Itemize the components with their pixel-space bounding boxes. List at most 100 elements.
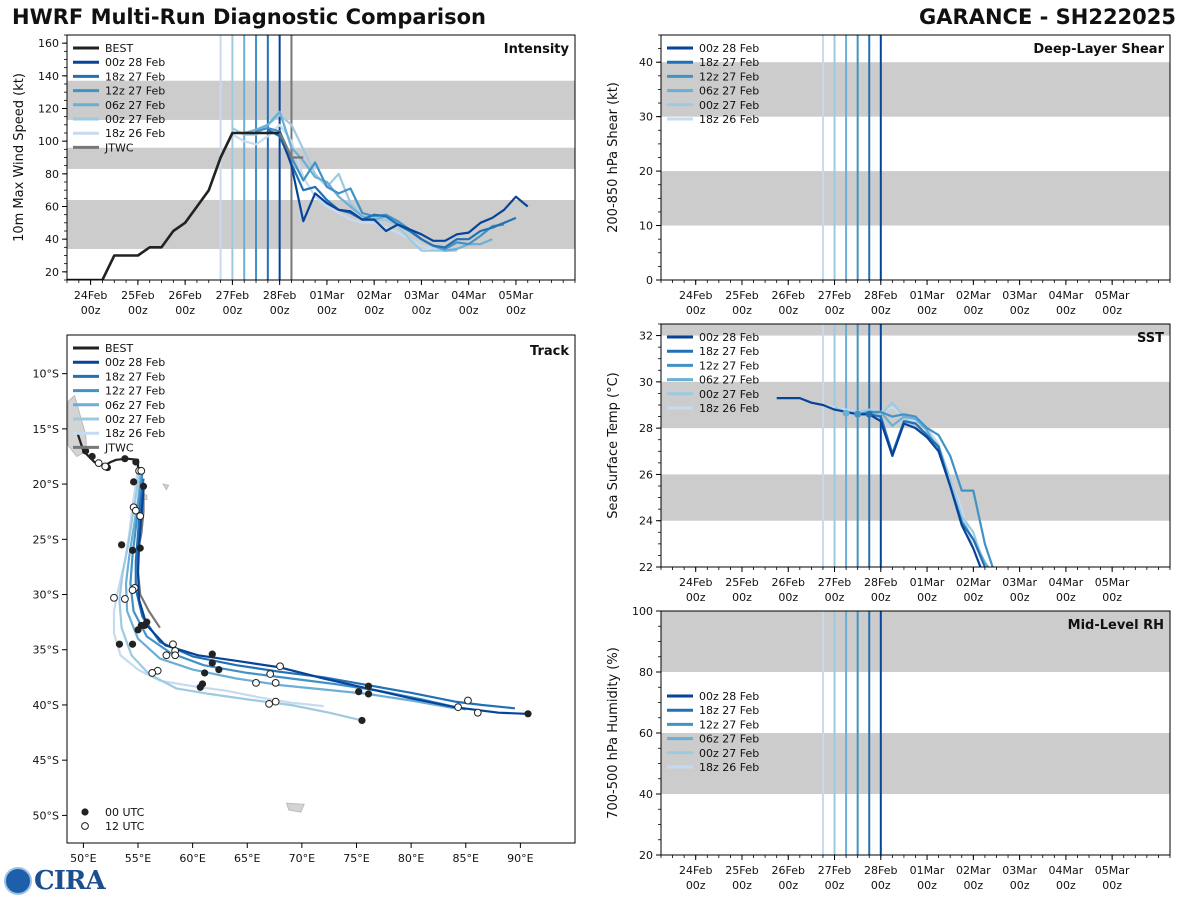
legend-label: BEST: [105, 342, 133, 355]
track-point-00utc: [121, 455, 129, 463]
rh-plot-area: [661, 611, 1170, 855]
threshold-band: [661, 324, 1170, 336]
x-tick-label: 02Mar: [956, 289, 991, 302]
intensity-plot-area: [67, 35, 575, 280]
track-point-00utc: [81, 447, 90, 455]
x-tick-label: 04Mar: [1049, 864, 1084, 877]
legend-marker-label: 00 UTC: [105, 806, 145, 819]
x-tick-label: 00z: [686, 879, 706, 892]
x-tick-label: 70°E: [289, 852, 315, 865]
track-point-00utc: [196, 683, 204, 691]
x-tick-label: 00z: [963, 304, 983, 317]
land-mass: [285, 802, 305, 813]
track-point-00utc: [136, 544, 144, 552]
track-point-00utc: [139, 482, 148, 490]
y-tick-label: 100: [632, 605, 653, 618]
series-line: [278, 132, 304, 159]
x-tick-label: 00z: [917, 304, 937, 317]
x-tick-label: 25Feb: [121, 289, 154, 302]
track-point-12utc: [271, 678, 280, 687]
x-tick-label: 05Mar: [1095, 576, 1130, 589]
x-tick-label: 27Feb: [818, 289, 851, 302]
legend-label: 00z 27 Feb: [699, 99, 759, 112]
track-point-12utc: [101, 462, 110, 471]
y-tick-label: 35°S: [33, 644, 59, 657]
track-point-00utc: [88, 452, 96, 461]
intensity-panel: 20 40 60 80 100 120 140 160 24Feb 00z 25Feb 00z 26Fe…: [12, 34, 576, 317]
legend-label: 00z 28 Feb: [699, 331, 759, 344]
series-line: [278, 131, 529, 242]
y-tick-label: 30: [639, 111, 653, 124]
legend-label: 18z 27 Feb: [105, 70, 165, 83]
legend-label: BEST: [105, 42, 133, 55]
y-tick-label: 30: [639, 376, 653, 389]
x-tick-label: 00z: [963, 591, 983, 604]
y-tick-label: 10: [639, 220, 653, 233]
y-tick-label: 20: [45, 266, 59, 279]
x-tick-label: 25Feb: [725, 289, 758, 302]
track-point-12utc: [137, 466, 146, 475]
track-point-12utc: [169, 640, 177, 649]
track-point-00utc: [118, 541, 126, 549]
y-tick-label: 20: [639, 165, 653, 178]
x-tick-label: 03Mar: [1002, 864, 1037, 877]
intensity-ylabel: 10m Max Wind Speed (kt): [12, 73, 27, 242]
x-tick-label: 04Mar: [1049, 289, 1084, 302]
y-tick-label: 40: [639, 56, 653, 69]
track-point-12utc: [94, 459, 103, 468]
y-tick-label: 0: [646, 274, 653, 287]
y-tick-label: 25°S: [33, 533, 59, 546]
legend-label: 06z 27 Feb: [105, 99, 165, 112]
threshold-band: [67, 80, 575, 120]
y-tick-label: 45°S: [33, 754, 59, 767]
storm-id-title: GARANCE - SH222025: [919, 5, 1176, 29]
track-point-00utc: [208, 659, 216, 667]
y-tick-label: 20: [639, 849, 653, 862]
y-tick-label: 80: [45, 168, 59, 181]
rh-title: Mid-Level RH: [1068, 618, 1164, 633]
x-tick-label: 75°E: [343, 852, 369, 865]
x-tick-label: 00z: [825, 879, 845, 892]
series-line: [857, 410, 994, 567]
x-tick-label: 00z: [1056, 304, 1076, 317]
x-tick-label: 28Feb: [864, 289, 897, 302]
track-point-00utc: [115, 640, 124, 648]
x-tick-label: 00z: [175, 304, 195, 317]
x-tick-label: 00z: [917, 879, 937, 892]
series-line: [67, 131, 280, 280]
track-point-00utc: [215, 666, 223, 674]
legend-label: JTWC: [104, 141, 134, 154]
x-tick-label: 00z: [506, 304, 526, 317]
legend-label: 00z 27 Feb: [699, 388, 759, 401]
legend-label: 18z 27 Feb: [699, 56, 759, 69]
track-point-12utc: [121, 595, 129, 603]
threshold-band: [661, 474, 1170, 521]
x-tick-label: 00z: [1010, 591, 1030, 604]
noaa-logo-icon: [4, 867, 32, 895]
x-tick-label: 02Mar: [956, 864, 991, 877]
legend-label: 00z 28 Feb: [105, 56, 165, 69]
legend-marker-open: [81, 822, 89, 830]
y-tick-label: 120: [38, 103, 59, 116]
sst-plot-area: [661, 324, 1170, 567]
x-tick-label: 24Feb: [679, 576, 712, 589]
x-tick-label: 65°E: [234, 852, 260, 865]
x-tick-label: 05Mar: [1095, 864, 1130, 877]
y-tick-label: 24: [639, 515, 653, 528]
track-point-00utc: [128, 640, 137, 648]
x-tick-label: 25Feb: [725, 576, 758, 589]
threshold-band: [661, 171, 1170, 226]
sst-title: SST: [1137, 331, 1164, 346]
x-tick-label: 00z: [778, 304, 798, 317]
track-point-00utc: [201, 669, 209, 677]
x-tick-label: 00z: [1010, 304, 1030, 317]
legend-label: 00z 27 Feb: [699, 747, 759, 760]
x-tick-label: 00z: [128, 304, 148, 317]
x-tick-label: 26Feb: [772, 864, 805, 877]
x-tick-label: 00z: [917, 591, 937, 604]
x-tick-label: 26Feb: [168, 289, 201, 302]
legend-label: 00z 27 Feb: [105, 413, 165, 426]
intensity-title: Intensity: [504, 42, 570, 57]
x-tick-label: 01Mar: [910, 289, 945, 302]
y-tick-label: 15°S: [33, 423, 59, 436]
